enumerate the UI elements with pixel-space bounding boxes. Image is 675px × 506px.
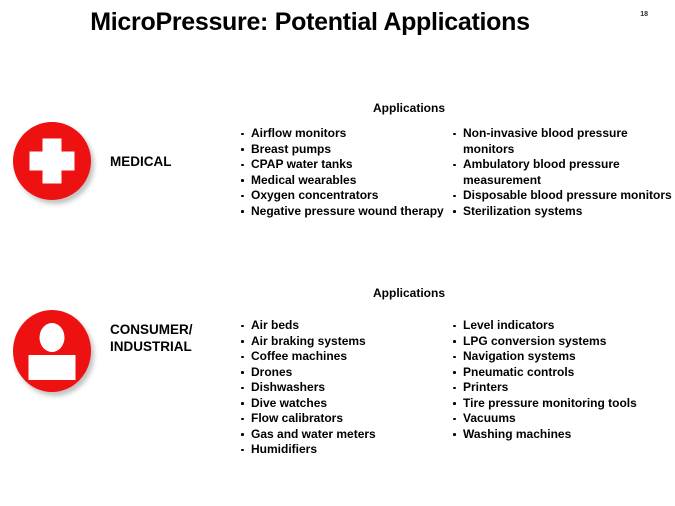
- category-label-medical: MEDICAL: [110, 154, 172, 169]
- person-head-shape: [39, 323, 65, 352]
- bullet-list: Non-invasive blood pressure monitors Amb…: [452, 126, 674, 219]
- list-item: Tire pressure monitoring tools: [452, 396, 674, 412]
- list-item: Air braking systems: [240, 334, 455, 350]
- list-item: CPAP water tanks: [240, 157, 455, 173]
- medical-cross-icon: [13, 122, 91, 200]
- bullet-list: Airflow monitors Breast pumps CPAP water…: [240, 126, 455, 219]
- medical-applications-right-column: Non-invasive blood pressure monitors Amb…: [452, 126, 674, 219]
- list-item: Oxygen concentrators: [240, 188, 455, 204]
- list-item: Ambulatory blood pressure measurement: [452, 157, 674, 188]
- list-item: Breast pumps: [240, 142, 455, 158]
- list-item: Flow calibrators: [240, 411, 455, 427]
- list-item: Humidifiers: [240, 442, 455, 458]
- bullet-list: Air beds Air braking systems Coffee mach…: [240, 318, 455, 458]
- list-item: Vacuums: [452, 411, 674, 427]
- list-item: Dishwashers: [240, 380, 455, 396]
- applications-header-medical: Applications: [373, 101, 446, 115]
- medical-applications-left-column: Airflow monitors Breast pumps CPAP water…: [240, 126, 455, 219]
- list-item: Coffee machines: [240, 349, 455, 365]
- cross-horizontal-bar: [29, 151, 75, 171]
- list-item: Washing machines: [452, 427, 674, 443]
- page-title: MicroPressure: Potential Applications: [90, 8, 530, 36]
- list-item: Drones: [240, 365, 455, 381]
- slide-page-number: 18: [640, 11, 648, 18]
- list-item: LPG conversion systems: [452, 334, 674, 350]
- category-label-line-1: CONSUMER/: [110, 322, 193, 337]
- category-label-line-2: INDUSTRIAL: [110, 339, 192, 354]
- list-item: Non-invasive blood pressure monitors: [452, 126, 674, 157]
- list-item: Level indicators: [452, 318, 674, 334]
- applications-header-consumer-industrial: Applications: [373, 286, 446, 300]
- list-item: Printers: [452, 380, 674, 396]
- list-item: Medical wearables: [240, 173, 455, 189]
- list-item: Sterilization systems: [452, 204, 674, 220]
- list-item: Navigation systems: [452, 349, 674, 365]
- list-item: Negative pressure wound therapy: [240, 204, 455, 220]
- person-body-shape: [28, 355, 76, 380]
- list-item: Pneumatic controls: [452, 365, 674, 381]
- bullet-list: Level indicators LPG conversion systems …: [452, 318, 674, 442]
- consumer-applications-right-column: Level indicators LPG conversion systems …: [452, 318, 674, 442]
- category-label-consumer-industrial: CONSUMER/ INDUSTRIAL: [110, 321, 235, 355]
- list-item: Disposable blood pressure monitors: [452, 188, 674, 204]
- list-item: Dive watches: [240, 396, 455, 412]
- list-item: Airflow monitors: [240, 126, 455, 142]
- list-item: Gas and water meters: [240, 427, 455, 443]
- consumer-applications-left-column: Air beds Air braking systems Coffee mach…: [240, 318, 455, 458]
- list-item: Air beds: [240, 318, 455, 334]
- person-icon: [13, 310, 91, 392]
